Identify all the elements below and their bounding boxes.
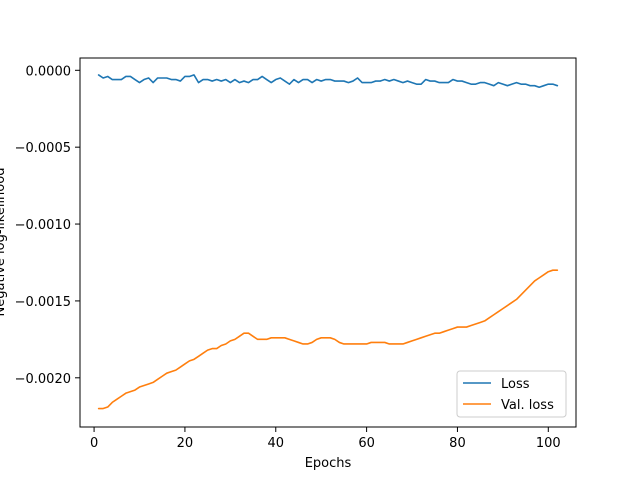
x-tick-label: 60 bbox=[358, 436, 375, 451]
y-tick-label: 0.0000 bbox=[26, 64, 72, 79]
series-line-val-loss bbox=[97, 269, 559, 410]
x-axis-label: Epochs bbox=[305, 456, 352, 471]
y-tick-label: −0.0015 bbox=[15, 295, 71, 310]
x-tick-label: 100 bbox=[536, 436, 561, 451]
x-tick-label: 20 bbox=[177, 436, 194, 451]
x-axis: 0 20 40 60 80 100 bbox=[90, 427, 561, 451]
x-tick-label: 40 bbox=[267, 436, 284, 451]
plot-area bbox=[79, 57, 577, 428]
y-axis: 0.0000 −0.0005 −0.0010 −0.0015 −0.0020 bbox=[15, 64, 80, 387]
legend: Loss Val. loss bbox=[456, 370, 567, 418]
y-tick-label: −0.0010 bbox=[15, 218, 71, 233]
series-line-loss bbox=[97, 74, 559, 89]
legend-label: Loss bbox=[501, 377, 530, 392]
series-layer bbox=[97, 74, 559, 410]
x-tick-label: 0 bbox=[90, 436, 98, 451]
legend-label: Val. loss bbox=[501, 398, 554, 413]
y-tick-label: −0.0005 bbox=[15, 141, 71, 156]
y-tick-label: −0.0020 bbox=[15, 372, 71, 387]
x-tick-label: 80 bbox=[449, 436, 466, 451]
plot-frame bbox=[79, 57, 577, 428]
y-axis-label: Negative log-likelihood bbox=[0, 168, 8, 317]
